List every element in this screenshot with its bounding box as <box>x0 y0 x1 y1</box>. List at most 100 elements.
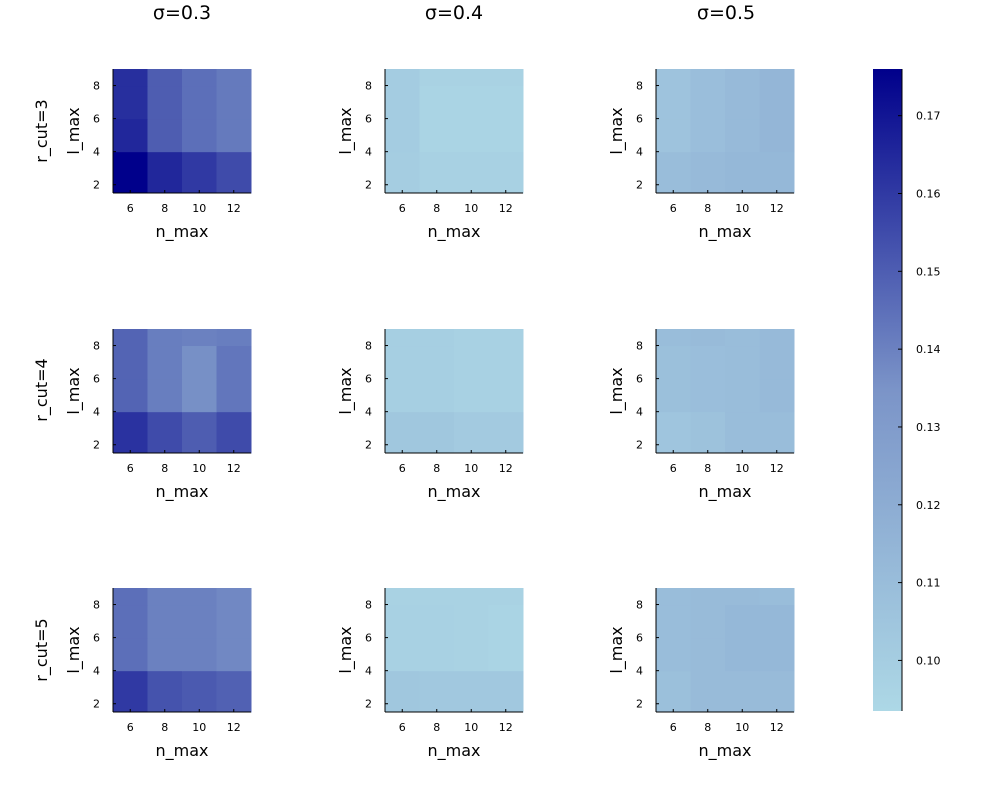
x-tick-label: 8 <box>704 462 711 475</box>
y-tick-label: 4 <box>365 665 372 678</box>
heatmap-cell <box>419 411 455 454</box>
heatmap-cell <box>385 604 420 639</box>
heatmap-cell <box>725 151 760 194</box>
heatmap-cell <box>182 604 217 639</box>
y-axis-label: l_max <box>336 367 356 414</box>
heatmap-cell <box>488 85 524 120</box>
colorbar-tick-label: 0.13 <box>916 421 941 434</box>
heatmap-cell <box>656 378 691 413</box>
heatmap-cell <box>725 329 760 347</box>
heatmap-cell <box>385 118 420 153</box>
y-tick-label: 6 <box>636 632 643 645</box>
heatmap-cell <box>385 411 420 454</box>
x-tick-label: 12 <box>770 721 784 734</box>
heatmap-panel-r1-c1: 6 8 10 12 2 4 6 8 n_max l_max <box>336 329 524 502</box>
x-tick-label: 10 <box>735 202 749 215</box>
colorbar-tick-label: 0.11 <box>916 577 941 590</box>
y-tick-label: 6 <box>636 113 643 126</box>
y-tick-label: 4 <box>365 406 372 419</box>
heatmap-cell <box>216 670 252 713</box>
heatmap-cell <box>656 345 691 380</box>
x-tick-label: 8 <box>433 202 440 215</box>
y-tick-label: 6 <box>93 373 100 386</box>
y-axis-label: l_max <box>336 626 356 673</box>
x-tick-label: 10 <box>464 721 478 734</box>
y-tick-label: 4 <box>365 146 372 159</box>
heatmap-cell <box>216 329 252 347</box>
x-tick-label: 8 <box>161 721 168 734</box>
heatmap-cell <box>725 378 760 413</box>
heatmap-cell <box>182 69 217 87</box>
heatmap-cell <box>759 378 795 413</box>
heatmap-cell <box>725 588 760 606</box>
heatmap-cell <box>454 85 489 120</box>
y-tick-label: 2 <box>365 698 372 711</box>
heatmap-panel-r1-c2: 6 8 10 12 2 4 6 8 n_max l_max <box>607 329 795 502</box>
heatmap-cell <box>725 637 760 672</box>
heatmap-cell <box>182 670 217 713</box>
heatmap-cell <box>216 378 252 413</box>
heatmap-cell <box>147 378 183 413</box>
y-tick-label: 4 <box>93 406 100 419</box>
y-tick-label: 6 <box>636 373 643 386</box>
x-tick-label: 10 <box>464 202 478 215</box>
heatmap-cell <box>419 604 455 639</box>
heatmap-cell <box>656 151 691 194</box>
heatmap-cell <box>725 85 760 120</box>
heatmap-cell <box>690 670 726 713</box>
x-tick-label: 6 <box>670 721 677 734</box>
colorbar: 0.10 0.11 0.12 0.13 0.14 0.15 0.16 0.17 <box>873 69 941 711</box>
heatmap-cell <box>419 670 455 713</box>
y-axis-label: l_max <box>64 107 84 154</box>
heatmap-cell <box>690 345 726 380</box>
heatmap-cell <box>113 411 148 454</box>
heatmap-cell <box>759 85 795 120</box>
y-tick-label: 2 <box>93 698 100 711</box>
heatmap-cell <box>419 637 455 672</box>
heatmap-cell <box>182 345 217 380</box>
y-tick-label: 2 <box>93 179 100 192</box>
heatmap-cell <box>759 329 795 347</box>
heatmap-cell <box>419 345 455 380</box>
heatmap-cell <box>759 588 795 606</box>
heatmap-cell <box>216 637 252 672</box>
heatmap-cell <box>419 69 455 87</box>
heatmap-cell <box>656 85 691 120</box>
heatmap-cell <box>656 118 691 153</box>
heatmap-cell <box>454 588 489 606</box>
x-tick-label: 8 <box>704 202 711 215</box>
y-tick-label: 2 <box>365 439 372 452</box>
heatmap-cell <box>216 604 252 639</box>
heatmap-cell <box>454 670 489 713</box>
heatmap-cell <box>113 85 148 120</box>
heatmap-cell <box>488 637 524 672</box>
heatmap-cell <box>147 637 183 672</box>
heatmap-cell <box>454 118 489 153</box>
x-tick-label: 6 <box>670 202 677 215</box>
heatmap-cell <box>216 69 252 87</box>
x-tick-label: 10 <box>735 462 749 475</box>
heatmap-cell <box>759 69 795 87</box>
heatmap-cell <box>147 85 183 120</box>
heatmap-cell <box>147 411 183 454</box>
x-tick-label: 12 <box>770 462 784 475</box>
heatmap-cell <box>488 329 524 347</box>
x-axis-label: n_max <box>699 741 752 761</box>
heatmap-cell <box>147 345 183 380</box>
x-axis-label: n_max <box>156 482 209 502</box>
y-tick-label: 8 <box>365 80 372 93</box>
colorbar-gradient <box>873 69 902 711</box>
y-tick-label: 4 <box>93 146 100 159</box>
heatmap-cell <box>690 411 726 454</box>
heatmap-cell <box>725 118 760 153</box>
y-tick-label: 2 <box>93 439 100 452</box>
heatmap-cell <box>454 345 489 380</box>
x-tick-label: 6 <box>399 462 406 475</box>
heatmap-cell <box>454 69 489 87</box>
heatmap-cell <box>182 118 217 153</box>
panels-layer: 6 8 10 12 2 4 6 8 n_max l_max 6 8 10 12 2 4 6 8 n_max l_max… <box>64 69 795 761</box>
y-tick-label: 4 <box>636 146 643 159</box>
x-tick-label: 8 <box>704 721 711 734</box>
heatmap-cell <box>182 588 217 606</box>
heatmap-cell <box>385 85 420 120</box>
